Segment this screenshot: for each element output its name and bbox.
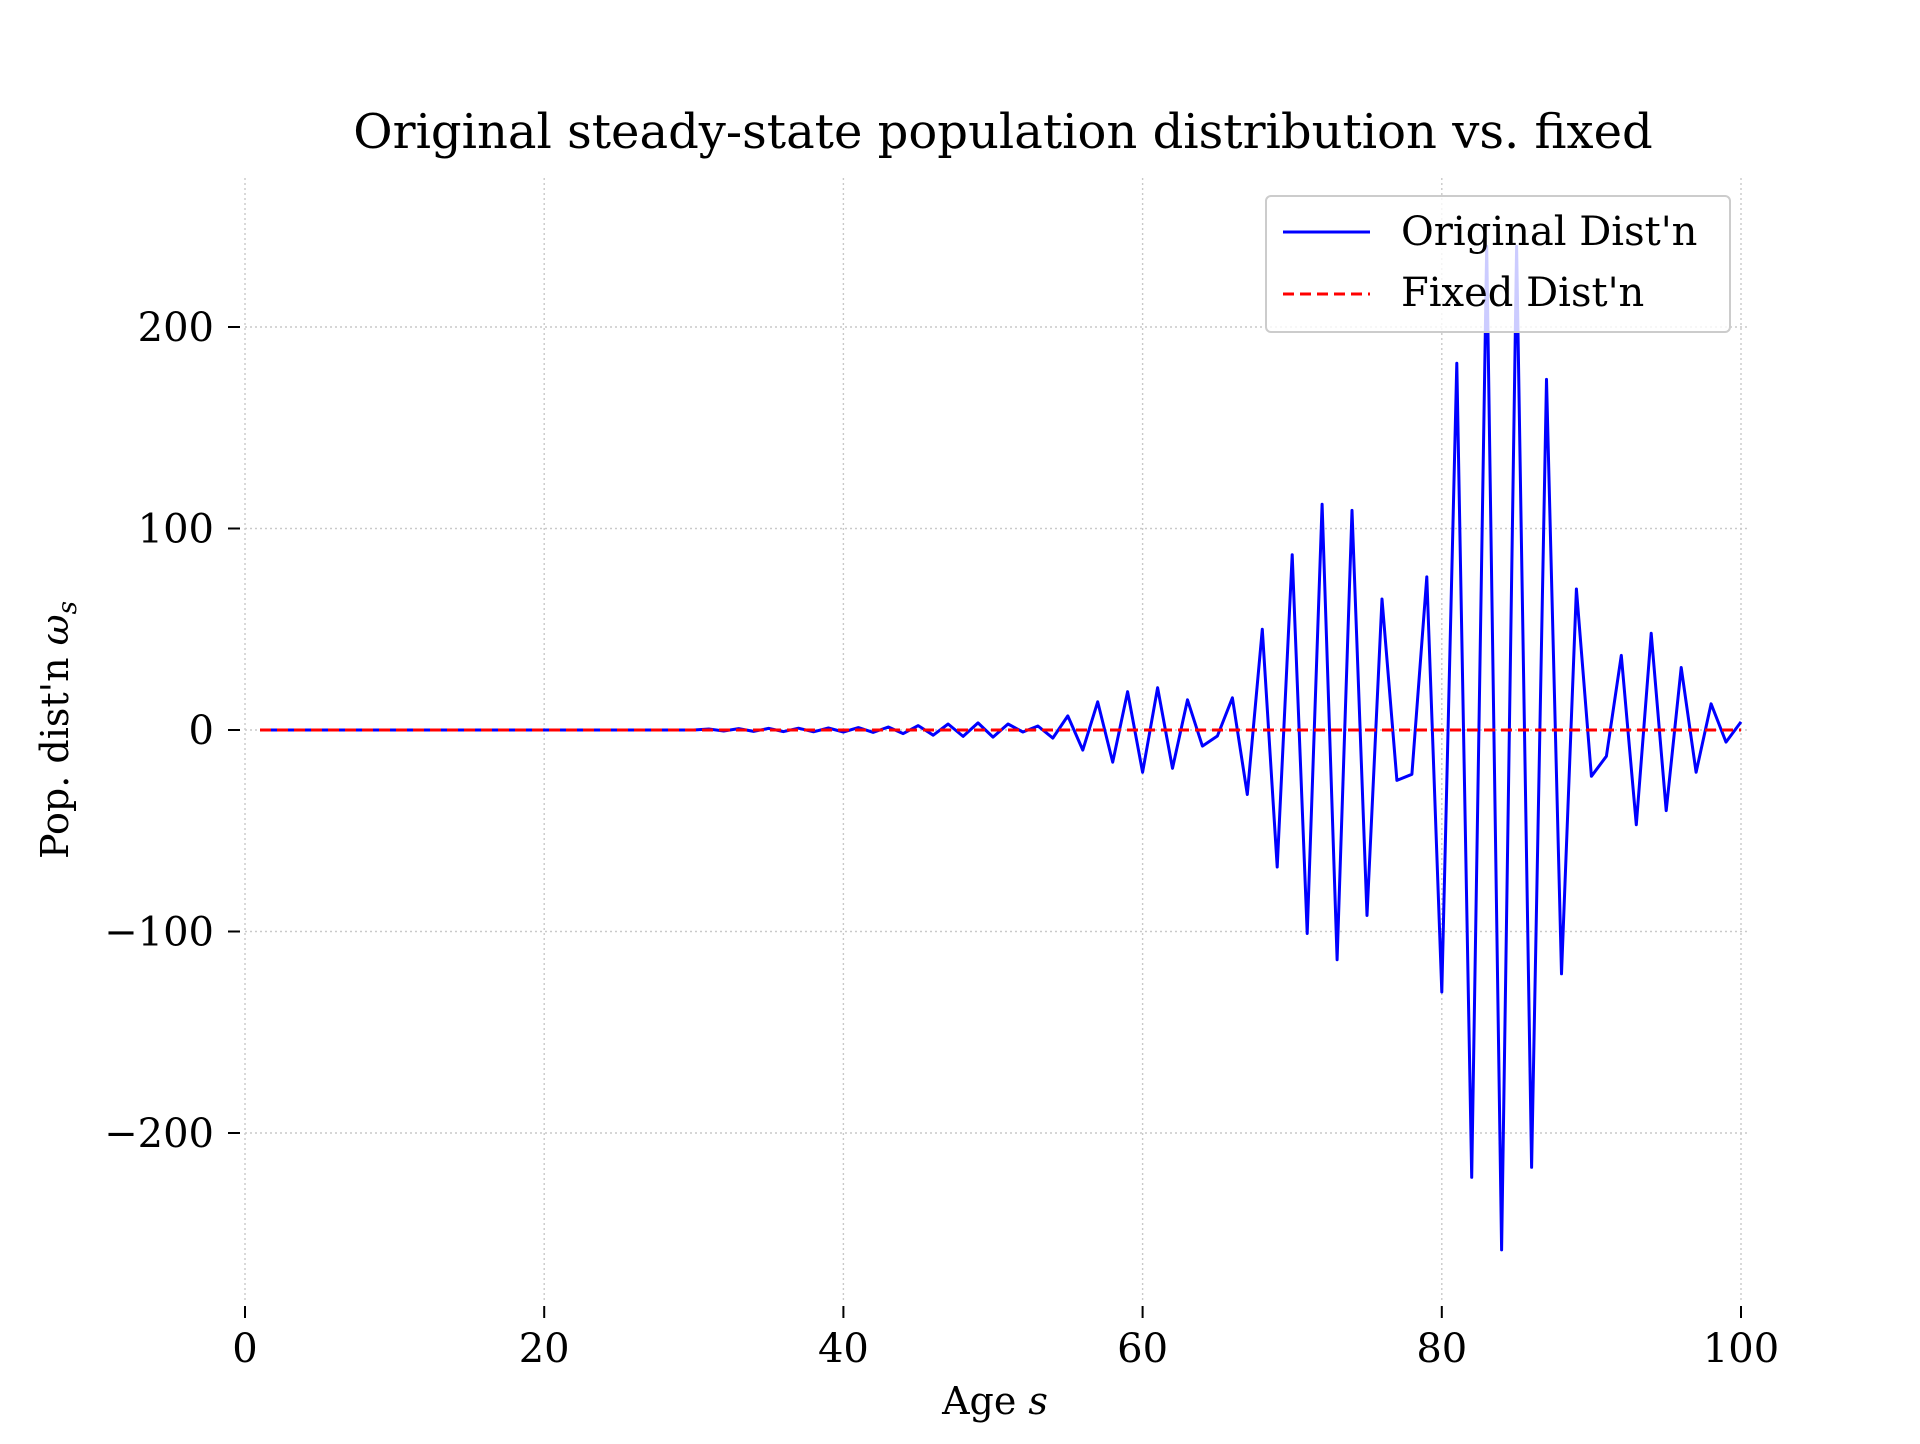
y-axis-label-symbol: ω [33,614,77,645]
y-tick-label: −100 [104,910,214,956]
x-axis-ticks: 0 20 40 60 80 100 [232,1306,1779,1372]
x-tick-label: 80 [1416,1326,1467,1372]
x-axis-label-text: Age [941,1379,1016,1423]
y-axis-ticks: 200 100 0 −100 −200 [104,305,240,1157]
y-tick-label: −200 [104,1111,214,1157]
x-axis-label: Age s [941,1379,1048,1423]
legend-label-original: Original Dist'n [1401,209,1697,255]
series-line-original [260,244,1743,1252]
x-axis-label-symbol: s [1028,1379,1048,1423]
series-layer [260,244,1743,1252]
x-tick-label: 60 [1117,1326,1168,1372]
y-tick-label: 200 [138,305,214,351]
legend-box [1265,195,1731,333]
y-tick-label: 100 [138,507,214,553]
x-tick-label: 0 [232,1326,257,1372]
y-axis-label-text: Pop. dist'n [33,657,77,859]
chart-title: Original steady-state population distrib… [353,104,1652,160]
y-axis-label-subscript: s [53,601,83,614]
x-tick-label: 40 [818,1326,869,1372]
y-tick-label: 0 [189,708,214,754]
legend: Original Dist'n Fixed Dist'n [1265,195,1731,333]
y-axis-label: Pop. dist'n ωs [33,601,83,859]
x-tick-label: 100 [1703,1326,1779,1372]
legend-label-fixed: Fixed Dist'n [1401,270,1644,316]
x-tick-label: 20 [519,1326,570,1372]
